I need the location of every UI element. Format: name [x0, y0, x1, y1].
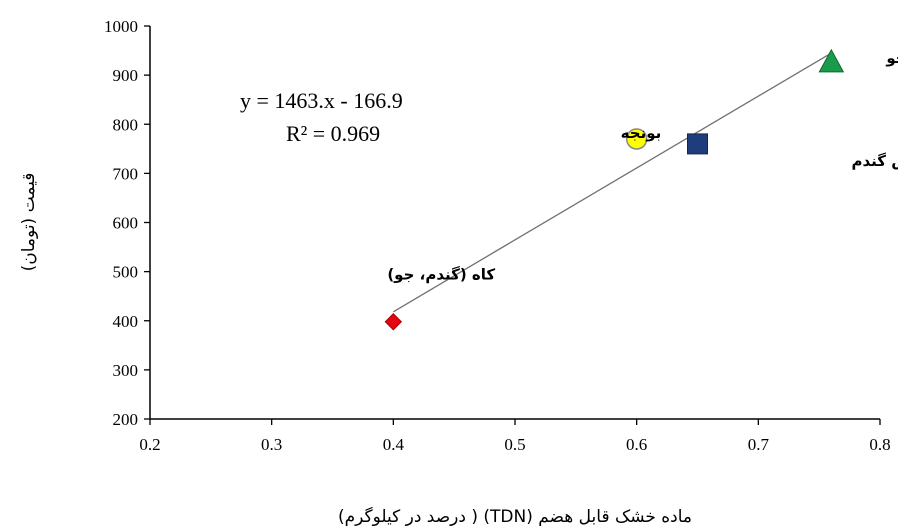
y-tick-label: 300 — [113, 361, 139, 380]
x-tick-label: 0.6 — [626, 435, 647, 454]
point-label: جو — [885, 49, 898, 67]
x-axis-label: ماده خشک قابل هضم (TDN) ( درصد در کیلوگر… — [338, 506, 692, 527]
point-label: بونجه — [621, 124, 662, 142]
y-tick-label: 900 — [113, 66, 139, 85]
point-label: کاه (گندم، جو) — [387, 266, 495, 284]
y-tick-label: 200 — [113, 410, 139, 429]
r-squared: R² = 0.969 — [286, 121, 380, 146]
x-tick-label: 0.3 — [261, 435, 282, 454]
regression-equation: y = 1463.x - 166.9 — [240, 88, 403, 113]
y-tick-label: 1000 — [104, 17, 138, 36]
y-tick-label: 700 — [113, 164, 139, 183]
y-tick-label: 600 — [113, 214, 139, 233]
y-tick-label: 500 — [113, 263, 139, 282]
point-diamond — [384, 313, 403, 331]
point-triangle — [818, 48, 845, 73]
x-tick-label: 0.4 — [383, 435, 405, 454]
point-labels: کاه (گندم، جو) بونجه سبوس گندم جو — [387, 49, 898, 284]
y-tick-label: 800 — [113, 115, 139, 134]
point-label: سبوس گندم — [852, 152, 898, 170]
data-points — [384, 48, 845, 331]
point-circle — [625, 128, 648, 150]
x-tick-label: 0.2 — [139, 435, 160, 454]
y-axis-label: قیمت (تومان) — [19, 173, 39, 272]
x-axis-ticks: 0.2 0.3 0.4 0.5 0.6 0.7 0.8 — [139, 419, 891, 454]
x-tick-label: 0.7 — [748, 435, 770, 454]
x-tick-label: 0.5 — [504, 435, 525, 454]
x-tick-label: 0.8 — [869, 435, 890, 454]
point-square — [687, 133, 708, 155]
y-axis-ticks: 200 300 400 500 600 700 800 900 1000 — [104, 17, 150, 429]
y-tick-label: 400 — [113, 312, 139, 331]
trendline — [393, 52, 832, 313]
